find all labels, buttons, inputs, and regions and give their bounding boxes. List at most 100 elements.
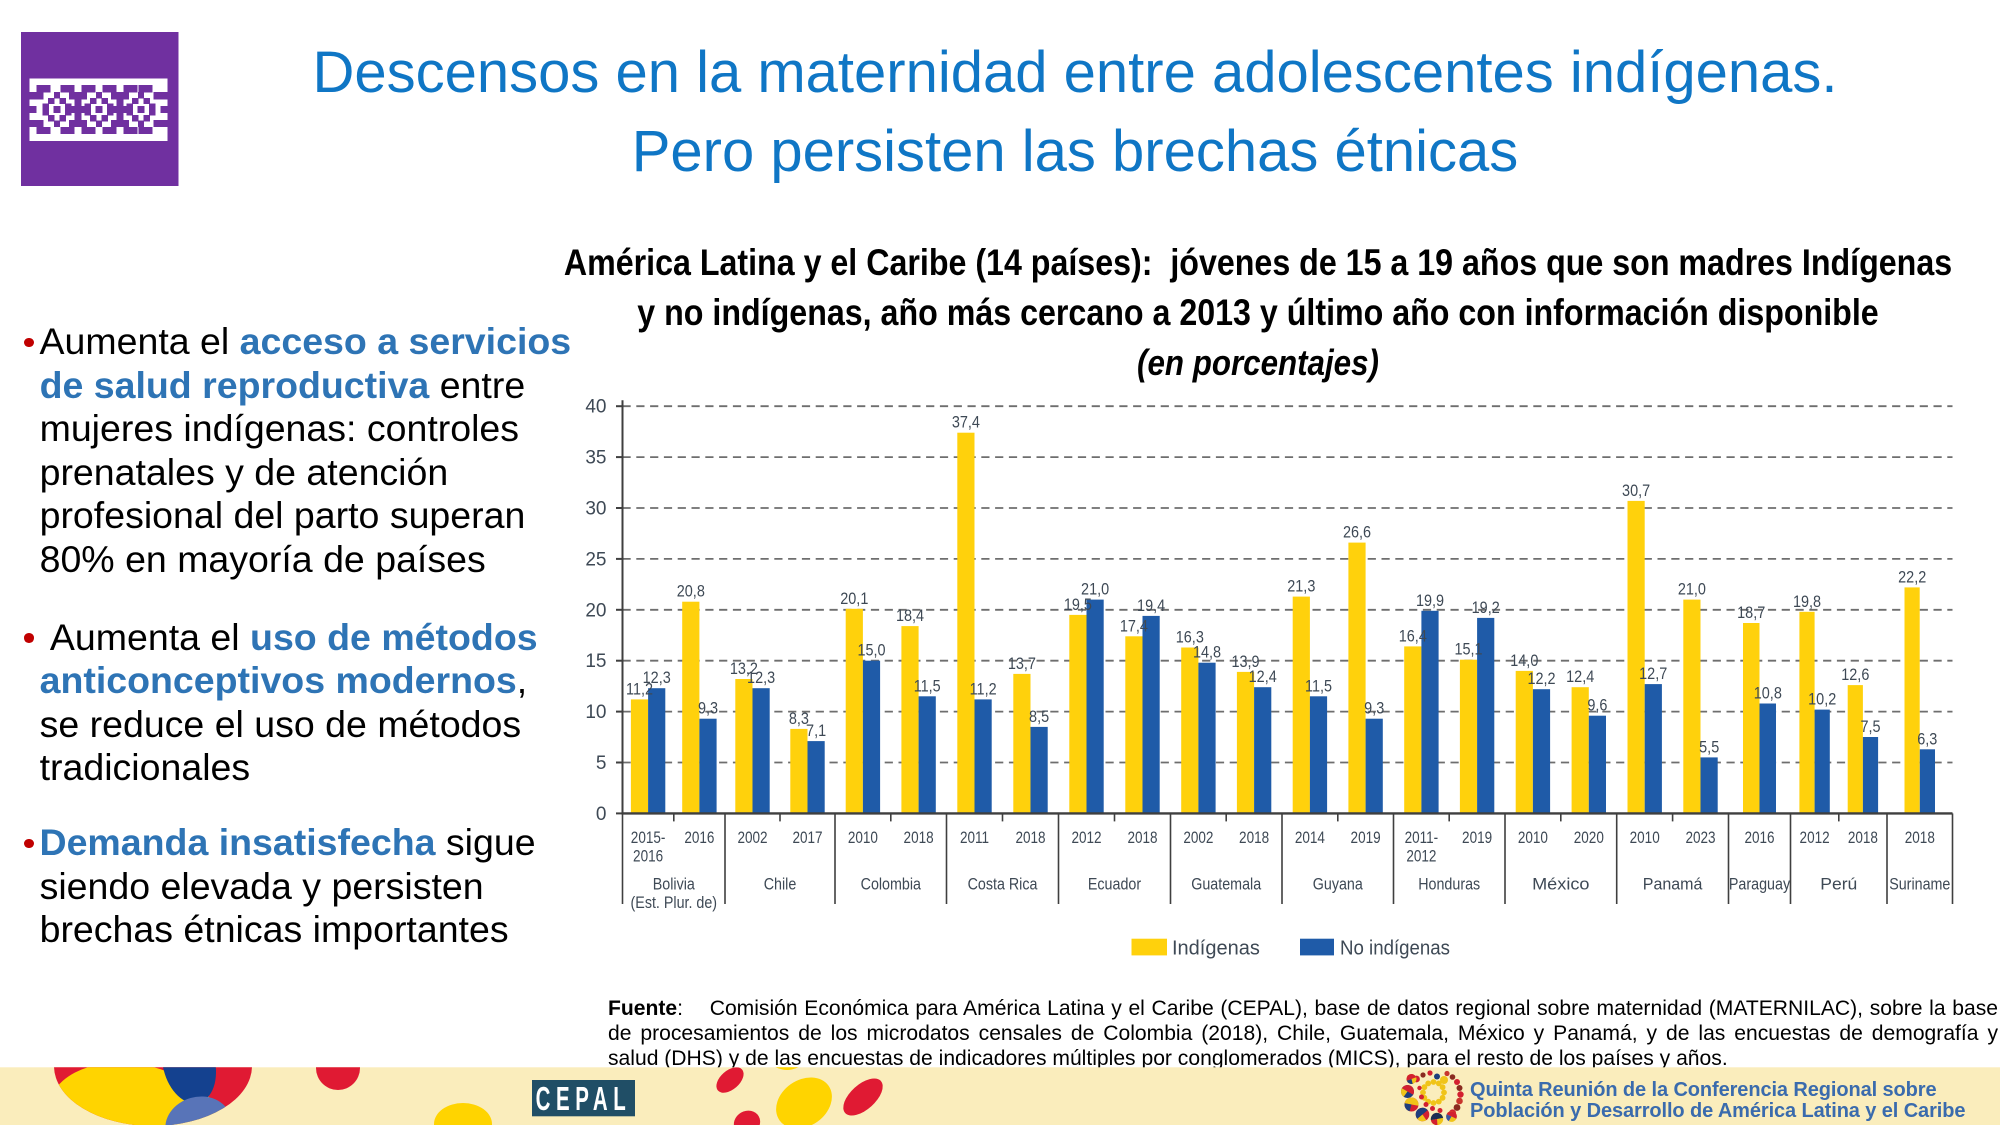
svg-text:2010: 2010 <box>1630 829 1660 847</box>
svg-text:2016: 2016 <box>684 829 714 847</box>
svg-text:2017: 2017 <box>792 829 822 847</box>
svg-text:22,2: 22,2 <box>1898 567 1926 586</box>
svg-text:2018: 2018 <box>1127 829 1157 847</box>
svg-text:30,7: 30,7 <box>1622 481 1650 500</box>
svg-text:11,2: 11,2 <box>626 679 653 698</box>
svg-text:Guatemala: Guatemala <box>1191 875 1261 894</box>
svg-text:2015-: 2015- <box>631 829 666 847</box>
svg-text:2012: 2012 <box>1406 848 1436 866</box>
svg-text:8,5: 8,5 <box>1029 707 1049 726</box>
svg-text:2020: 2020 <box>1574 829 1604 847</box>
svg-text:2010: 2010 <box>848 829 878 847</box>
svg-text:9,6: 9,6 <box>1587 696 1607 715</box>
svg-text:30: 30 <box>585 499 606 520</box>
svg-text:Paraguay: Paraguay <box>1729 875 1791 894</box>
svg-text:12,3: 12,3 <box>643 668 671 687</box>
svg-text:40: 40 <box>585 397 606 418</box>
svg-text:19,4: 19,4 <box>1137 596 1165 615</box>
svg-text:10: 10 <box>585 702 606 723</box>
svg-text:21,0: 21,0 <box>1678 580 1706 599</box>
svg-text:No indígenas: No indígenas <box>1340 938 1450 960</box>
svg-text:Suriname: Suriname <box>1889 875 1950 894</box>
svg-text:2012: 2012 <box>1800 829 1830 847</box>
svg-text:5,5: 5,5 <box>1699 737 1719 756</box>
svg-text:7,5: 7,5 <box>1860 717 1880 736</box>
svg-text:15,0: 15,0 <box>857 641 885 660</box>
svg-text:10,2: 10,2 <box>1808 690 1836 709</box>
svg-text:0: 0 <box>596 804 607 825</box>
svg-text:Bolivia: Bolivia <box>653 875 696 894</box>
svg-text:(Est. Plur. de): (Est. Plur. de) <box>631 893 718 912</box>
svg-text:2018: 2018 <box>1015 829 1045 847</box>
svg-text:5: 5 <box>596 753 607 774</box>
svg-text:11,5: 11,5 <box>914 676 941 695</box>
svg-text:19,2: 19,2 <box>1472 598 1500 617</box>
svg-text:12,3: 12,3 <box>747 668 775 687</box>
svg-text:15,1: 15,1 <box>1454 640 1482 659</box>
svg-text:Guyana: Guyana <box>1313 875 1363 894</box>
svg-text:12,2: 12,2 <box>1527 669 1555 688</box>
svg-text:2018: 2018 <box>1848 829 1878 847</box>
svg-text:2014: 2014 <box>1295 829 1325 847</box>
svg-text:9,3: 9,3 <box>1364 699 1384 718</box>
svg-text:11,2: 11,2 <box>970 679 997 698</box>
svg-text:Chile: Chile <box>764 875 797 894</box>
svg-text:18,7: 18,7 <box>1737 603 1765 622</box>
svg-text:9,3: 9,3 <box>698 699 718 718</box>
svg-text:Panamá: Panamá <box>1643 875 1703 894</box>
svg-text:México: México <box>1532 875 1589 894</box>
svg-text:7,1: 7,1 <box>806 721 826 740</box>
svg-text:13,7: 13,7 <box>1008 654 1036 673</box>
svg-text:20: 20 <box>585 600 606 621</box>
svg-text:2011: 2011 <box>960 829 989 847</box>
svg-text:12,7: 12,7 <box>1639 664 1667 683</box>
svg-text:16,4: 16,4 <box>1399 626 1427 645</box>
svg-text:Indígenas: Indígenas <box>1172 938 1260 960</box>
svg-text:12,4: 12,4 <box>1566 667 1594 686</box>
svg-text:21,3: 21,3 <box>1287 577 1315 596</box>
svg-text:26,6: 26,6 <box>1343 523 1371 542</box>
svg-text:18,4: 18,4 <box>896 606 924 625</box>
svg-text:Perú: Perú <box>1820 875 1857 894</box>
svg-text:2011-: 2011- <box>1405 829 1439 847</box>
svg-text:19,8: 19,8 <box>1793 592 1821 611</box>
svg-text:CEPAL: CEPAL <box>536 1080 632 1117</box>
svg-text:2002: 2002 <box>1183 829 1213 847</box>
svg-text:2010: 2010 <box>1518 829 1548 847</box>
svg-text:Colombia: Colombia <box>861 875 922 894</box>
svg-text:17,4: 17,4 <box>1120 616 1148 635</box>
svg-text:2016: 2016 <box>633 848 663 866</box>
svg-text:2018: 2018 <box>904 829 934 847</box>
svg-text:2002: 2002 <box>737 829 767 847</box>
svg-text:12,6: 12,6 <box>1841 665 1869 684</box>
svg-text:Honduras: Honduras <box>1418 875 1480 894</box>
svg-text:20,1: 20,1 <box>840 589 868 608</box>
svg-text:16,3: 16,3 <box>1176 628 1204 647</box>
svg-text:8,3: 8,3 <box>789 709 809 728</box>
svg-text:2018: 2018 <box>1239 829 1269 847</box>
svg-text:2019: 2019 <box>1351 829 1381 847</box>
svg-text:13,9: 13,9 <box>1231 652 1259 671</box>
svg-text:2023: 2023 <box>1685 829 1715 847</box>
svg-text:10,8: 10,8 <box>1754 684 1782 703</box>
svg-text:2018: 2018 <box>1905 829 1935 847</box>
svg-text:11,5: 11,5 <box>1305 676 1332 695</box>
svg-text:Ecuador: Ecuador <box>1088 875 1141 894</box>
svg-text:19,5: 19,5 <box>1064 595 1092 614</box>
svg-text:2019: 2019 <box>1462 829 1492 847</box>
svg-text:2012: 2012 <box>1071 829 1101 847</box>
svg-text:2016: 2016 <box>1744 829 1774 847</box>
svg-text:15: 15 <box>585 651 606 672</box>
svg-text:21,0: 21,0 <box>1081 580 1109 599</box>
svg-text:14,8: 14,8 <box>1193 643 1221 662</box>
svg-text:19,9: 19,9 <box>1416 591 1444 610</box>
svg-text:14,0: 14,0 <box>1510 651 1538 670</box>
svg-text:25: 25 <box>585 549 606 570</box>
svg-text:Costa Rica: Costa Rica <box>968 875 1038 894</box>
svg-text:20,8: 20,8 <box>677 582 705 601</box>
svg-text:12,4: 12,4 <box>1249 667 1277 686</box>
svg-text:6,3: 6,3 <box>1917 729 1937 748</box>
svg-text:37,4: 37,4 <box>952 413 980 432</box>
svg-text:13,2: 13,2 <box>730 659 758 678</box>
svg-text:35: 35 <box>585 448 606 469</box>
